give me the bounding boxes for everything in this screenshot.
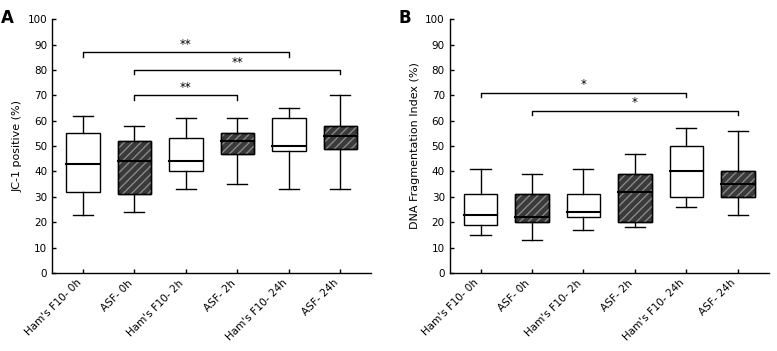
Bar bbox=[515, 194, 549, 222]
Bar bbox=[323, 126, 357, 148]
Bar bbox=[66, 133, 99, 192]
Bar bbox=[323, 126, 357, 148]
Bar bbox=[721, 171, 754, 197]
Y-axis label: DNA Fragmentation Index (%): DNA Fragmentation Index (%) bbox=[409, 62, 420, 230]
Text: B: B bbox=[399, 9, 411, 27]
Text: **: ** bbox=[180, 38, 192, 51]
Text: **: ** bbox=[180, 81, 192, 94]
Text: **: ** bbox=[232, 55, 243, 69]
Bar bbox=[618, 174, 652, 222]
Bar bbox=[221, 133, 254, 154]
Text: *: * bbox=[632, 96, 638, 109]
Bar bbox=[118, 141, 152, 194]
Bar bbox=[515, 194, 549, 222]
Bar bbox=[566, 194, 600, 217]
Y-axis label: JC-1 positive (%): JC-1 positive (%) bbox=[12, 100, 22, 192]
Bar bbox=[618, 174, 652, 222]
Bar bbox=[221, 133, 254, 154]
Text: A: A bbox=[1, 9, 14, 27]
Bar bbox=[221, 133, 254, 154]
Bar bbox=[618, 174, 652, 222]
Bar bbox=[169, 138, 203, 171]
Bar bbox=[272, 118, 305, 151]
Bar bbox=[323, 126, 357, 148]
Bar bbox=[721, 171, 754, 197]
Bar bbox=[721, 171, 754, 197]
Bar bbox=[464, 194, 497, 225]
Bar bbox=[118, 141, 152, 194]
Bar bbox=[118, 141, 152, 194]
Bar bbox=[515, 194, 549, 222]
Text: *: * bbox=[580, 79, 587, 92]
Bar bbox=[670, 146, 703, 197]
